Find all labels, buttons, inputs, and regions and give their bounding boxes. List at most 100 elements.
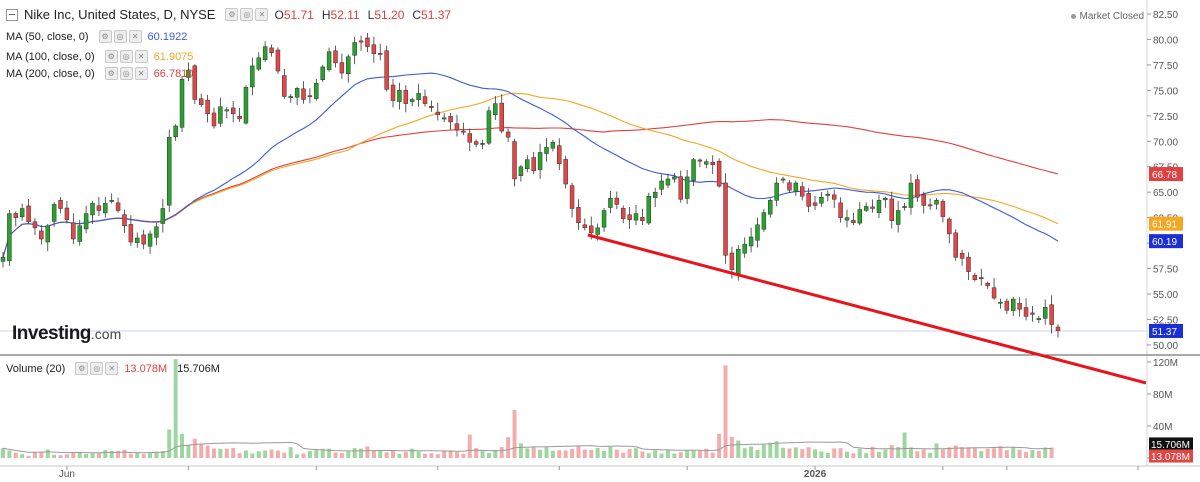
candle-body: [940, 201, 946, 217]
candle-body: [358, 40, 364, 43]
candle-body: [429, 106, 434, 108]
candle-body: [646, 196, 652, 224]
candle-body: [908, 182, 914, 208]
close-icon[interactable]: ✕: [255, 8, 269, 21]
candle-body: [64, 207, 70, 220]
volume-bar: [908, 447, 913, 458]
volume-bar: [902, 432, 907, 458]
volume-bar: [749, 446, 754, 458]
volume-bar: [365, 446, 370, 458]
candle-body: [934, 200, 939, 205]
candle-body: [953, 232, 958, 258]
candle-body: [620, 207, 626, 219]
volume-bar: [429, 453, 434, 458]
candle-body: [582, 224, 588, 229]
candle-body: [806, 193, 811, 207]
volume-bar: [761, 444, 766, 458]
close-icon[interactable]: ✕: [134, 50, 148, 63]
candle-body: [326, 51, 332, 71]
close-icon[interactable]: ✕: [134, 67, 148, 80]
volume-bar: [998, 446, 1003, 458]
study-legend-ma200: MA (200, close, 0) ⚙ ◎ ✕ 66.7810: [6, 67, 193, 80]
visibility-icon[interactable]: ◎: [90, 362, 104, 375]
volume-bar: [1043, 447, 1048, 458]
settings-gear-icon[interactable]: ⚙: [104, 67, 118, 80]
volume-bar: [570, 449, 575, 458]
candle-body: [301, 88, 306, 100]
volume-bar: [461, 453, 466, 458]
candle-body: [1011, 298, 1016, 311]
volume-bar: [864, 453, 869, 458]
volume-bar: [141, 454, 146, 458]
volume-bar: [116, 450, 121, 458]
volume-bar: [1011, 447, 1016, 458]
close-icon[interactable]: ✕: [128, 30, 142, 43]
candle-body: [58, 199, 63, 209]
volume-bar: [448, 450, 453, 458]
volume-bar: [192, 438, 197, 458]
candle-body: [1042, 306, 1048, 319]
ma50-line: [2, 72, 1059, 258]
volume-bar: [883, 449, 888, 458]
candle-body: [633, 213, 639, 221]
close-icon[interactable]: ✕: [105, 362, 119, 375]
candle-body: [659, 180, 664, 190]
chart-title: Nike Inc, United States, D, NYSE: [24, 7, 216, 22]
volume-bar: [314, 449, 319, 458]
logo-suffix: .com: [90, 326, 122, 342]
volume-bar: [896, 447, 901, 458]
candle-body: [71, 222, 76, 240]
candle-body: [320, 66, 325, 80]
candle-body: [518, 166, 524, 176]
candle-body: [665, 178, 671, 186]
settings-gear-icon[interactable]: ⚙: [98, 30, 112, 43]
visibility-icon[interactable]: ◎: [119, 50, 133, 63]
volume-bar: [295, 454, 300, 458]
volume-bar: [979, 451, 984, 458]
volume-bar: [582, 449, 587, 458]
candle-body: [985, 282, 990, 287]
candle-body: [1017, 303, 1022, 310]
volume-bar: [64, 454, 69, 458]
price-badge-bg: [1149, 323, 1183, 338]
candle-body: [889, 198, 894, 221]
candle-body: [972, 275, 978, 280]
candle-body: [486, 110, 492, 144]
candle-body: [774, 182, 779, 201]
visibility-icon[interactable]: ◎: [119, 67, 133, 80]
price-tick-label: 55.00: [1153, 290, 1178, 301]
settings-gear-icon[interactable]: ⚙: [225, 8, 239, 21]
volume-bar: [742, 448, 747, 458]
candle-body: [998, 301, 1003, 304]
candle-body: [167, 136, 172, 206]
volume-bar: [838, 448, 843, 458]
volume-bar: [531, 446, 536, 458]
volume-bar: [691, 450, 696, 458]
settings-gear-icon[interactable]: ⚙: [75, 362, 89, 375]
candle-body: [493, 103, 498, 116]
visibility-icon[interactable]: ◎: [240, 8, 254, 21]
candle-body: [627, 214, 632, 220]
volume-bar: [307, 451, 312, 458]
candle-body: [275, 49, 281, 72]
study-value: 66.7810: [153, 67, 194, 80]
candle-body: [678, 176, 683, 200]
collapse-toggle-icon[interactable]: [6, 8, 18, 21]
volume-bar: [45, 449, 50, 458]
volume-bar: [755, 449, 760, 458]
candle-body: [589, 225, 594, 234]
volume-bar: [672, 453, 677, 458]
candle-body: [800, 186, 805, 197]
volume-bar: [435, 454, 440, 458]
settings-gear-icon[interactable]: ⚙: [104, 50, 118, 63]
candle-body: [921, 194, 926, 206]
volume-bar: [1, 448, 5, 458]
volume-tick-label: 40M: [1153, 422, 1172, 433]
visibility-icon[interactable]: ◎: [113, 30, 127, 43]
study-tools: ⚙ ◎ ✕: [98, 30, 142, 43]
volume-bar: [825, 452, 830, 458]
volume-bar: [26, 456, 31, 458]
